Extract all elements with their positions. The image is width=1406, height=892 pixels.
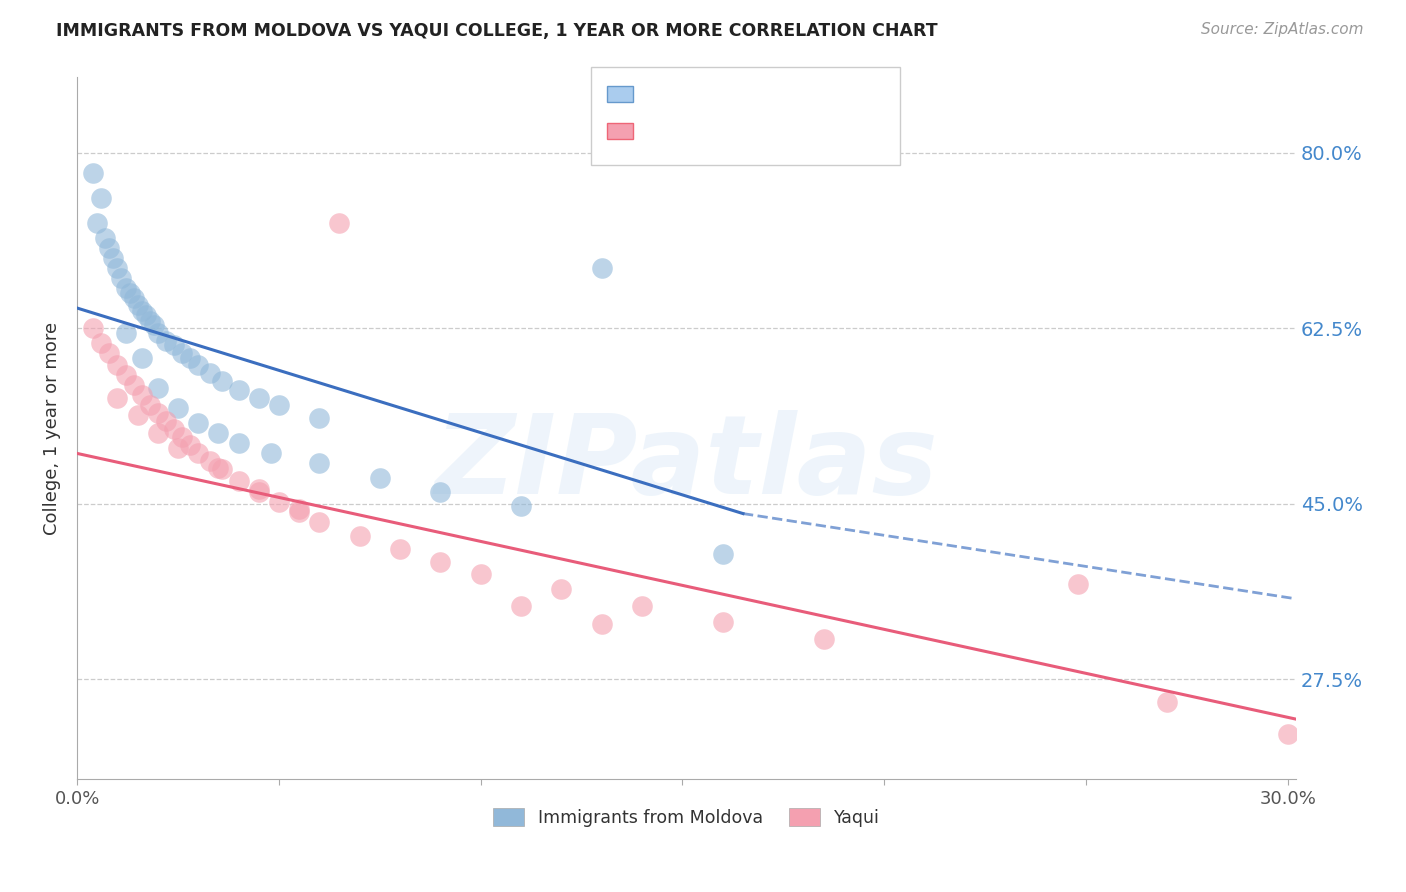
- Point: [146, 326, 169, 340]
- Point: [167, 442, 190, 456]
- Point: [470, 566, 492, 581]
- Point: [187, 358, 209, 372]
- Point: [118, 285, 141, 300]
- Point: [267, 494, 290, 508]
- Point: [86, 216, 108, 230]
- Point: [90, 336, 112, 351]
- Point: [349, 528, 371, 542]
- Point: [94, 231, 117, 245]
- Point: [200, 366, 222, 380]
- Text: N =: N =: [738, 85, 786, 103]
- Point: [591, 616, 613, 631]
- Text: ZIPatlas: ZIPatlas: [434, 410, 938, 517]
- Point: [163, 422, 186, 436]
- Point: [591, 260, 613, 275]
- Point: [207, 426, 229, 441]
- Point: [131, 351, 153, 366]
- Point: [247, 391, 270, 405]
- Point: [631, 599, 654, 613]
- Point: [146, 381, 169, 395]
- Point: [163, 338, 186, 352]
- Point: [107, 260, 129, 275]
- Point: [103, 251, 125, 265]
- Point: [131, 304, 153, 318]
- Text: 41: 41: [785, 122, 807, 140]
- Point: [247, 482, 270, 496]
- Point: [114, 281, 136, 295]
- Text: IMMIGRANTS FROM MOLDOVA VS YAQUI COLLEGE, 1 YEAR OR MORE CORRELATION CHART: IMMIGRANTS FROM MOLDOVA VS YAQUI COLLEGE…: [56, 22, 938, 40]
- Point: [1067, 576, 1090, 591]
- Point: [122, 378, 145, 392]
- Text: R =: R =: [644, 85, 681, 103]
- Point: [260, 446, 283, 460]
- Text: 43: 43: [785, 85, 808, 103]
- Point: [1277, 727, 1299, 741]
- Point: [167, 401, 190, 416]
- Point: [211, 374, 233, 388]
- Point: [200, 454, 222, 468]
- Point: [288, 505, 311, 519]
- Point: [127, 409, 149, 423]
- Point: [155, 334, 177, 348]
- Point: [288, 501, 311, 516]
- Point: [211, 462, 233, 476]
- Point: [127, 298, 149, 312]
- Point: [510, 499, 533, 513]
- Point: [82, 166, 104, 180]
- Text: Source: ZipAtlas.com: Source: ZipAtlas.com: [1201, 22, 1364, 37]
- Point: [179, 351, 201, 366]
- Point: [179, 438, 201, 452]
- Point: [429, 484, 451, 499]
- Point: [107, 358, 129, 372]
- Point: [142, 318, 165, 332]
- Point: [146, 406, 169, 420]
- Point: [388, 541, 411, 556]
- Point: [308, 411, 330, 425]
- Point: [187, 446, 209, 460]
- Point: [110, 271, 132, 285]
- Point: [368, 471, 391, 485]
- Point: [131, 388, 153, 402]
- Y-axis label: College, 1 year or more: College, 1 year or more: [44, 322, 60, 535]
- Point: [207, 461, 229, 475]
- Point: [308, 515, 330, 529]
- Point: [138, 398, 160, 412]
- Point: [550, 582, 572, 596]
- Point: [98, 241, 121, 255]
- Point: [146, 426, 169, 441]
- Point: [308, 457, 330, 471]
- Point: [1156, 695, 1178, 709]
- Point: [114, 326, 136, 340]
- Point: [228, 436, 250, 450]
- Point: [135, 308, 157, 322]
- Text: -0.292: -0.292: [679, 85, 738, 103]
- Point: [328, 216, 350, 230]
- Point: [122, 291, 145, 305]
- Point: [170, 430, 193, 444]
- Point: [228, 384, 250, 398]
- Point: [107, 391, 129, 405]
- Text: R =: R =: [644, 122, 681, 140]
- Point: [267, 398, 290, 412]
- Point: [711, 615, 734, 629]
- Point: [247, 484, 270, 499]
- Point: [155, 414, 177, 428]
- Point: [510, 599, 533, 613]
- Point: [98, 346, 121, 360]
- Point: [228, 475, 250, 489]
- Point: [138, 314, 160, 328]
- Point: [813, 632, 835, 646]
- Point: [429, 555, 451, 569]
- Text: N =: N =: [738, 122, 786, 140]
- Legend: Immigrants from Moldova, Yaqui: Immigrants from Moldova, Yaqui: [486, 801, 887, 834]
- Text: -0.339: -0.339: [679, 122, 738, 140]
- Point: [114, 368, 136, 383]
- Point: [711, 547, 734, 561]
- Point: [170, 346, 193, 360]
- Point: [90, 191, 112, 205]
- Point: [82, 321, 104, 335]
- Point: [187, 417, 209, 431]
